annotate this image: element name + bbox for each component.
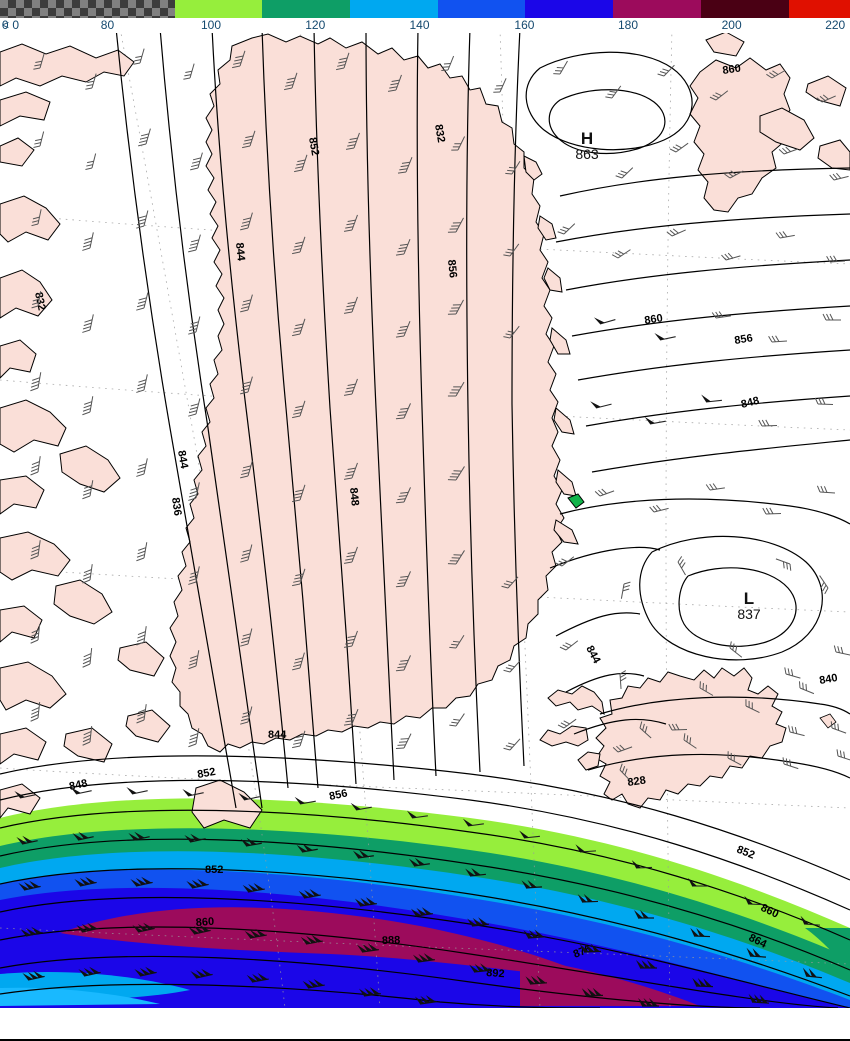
arctic-islands-nw: [0, 43, 135, 87]
map-graphics: 832 832 836 844 844 852 856 848 844 844 …: [0, 28, 850, 1008]
colorbar-bin-0: [0, 0, 175, 18]
wind-speed-colorbar: < 0 0 80 100 120 140 160 180 200 220: [0, 0, 850, 33]
contour-label: 844: [233, 242, 247, 262]
contour-label: 852: [205, 864, 223, 876]
weather-map-canvas[interactable]: 832 832 836 844 844 852 856 848 844 844 …: [0, 28, 850, 1008]
contour-label: 844: [268, 729, 287, 741]
bottom-rule: [0, 1039, 850, 1041]
contour-label: 856: [734, 332, 754, 347]
colorbar-tick-100: 100: [200, 18, 221, 32]
colorbar-tick-200: 200: [721, 18, 742, 32]
contour-label: 860: [195, 916, 214, 929]
colorbar-bin-7: [700, 0, 789, 18]
colorbar-strip: [0, 0, 850, 18]
low-pressure-symbol: L: [743, 589, 755, 608]
contour-label: 860: [644, 312, 664, 327]
colorbar-bin-4: [437, 0, 526, 18]
contour-label: 844: [175, 449, 190, 470]
low-pressure-value: 837: [737, 606, 761, 622]
colorbar-tick-below-min: < 0: [2, 18, 20, 32]
contour-labels: 832 832 836 844 844 852 856 848 844 844 …: [32, 63, 839, 981]
contour-label: 856: [445, 259, 459, 279]
high-pressure-center: H 863: [560, 129, 614, 162]
contour-label: 828: [627, 775, 647, 789]
colorbar-tick-labels: < 0 0 80 100 120 140 160 180 200 220: [0, 18, 850, 33]
contour-label: 840: [818, 672, 838, 687]
contour-label: 860: [722, 63, 742, 77]
contour-label: 832: [432, 123, 447, 143]
contour-label: 892: [486, 967, 505, 980]
colorbar-tick-220: 220: [825, 18, 846, 32]
contour-label: 852: [196, 766, 216, 781]
contour-label: 856: [328, 787, 348, 803]
contour-label: 848: [347, 487, 361, 507]
colorbar-bin-3: [350, 0, 438, 18]
low-pressure-center: L 837: [722, 589, 776, 622]
colorbar-tick-80: 80: [100, 18, 115, 32]
colorbar-bin-2: [262, 0, 351, 18]
high-pressure-value: 863: [575, 146, 599, 162]
landmasses: [0, 31, 850, 829]
colorbar-tick-180: 180: [618, 18, 639, 32]
colorbar-tick-160: 160: [514, 18, 535, 32]
contour-label: 836: [169, 497, 183, 517]
height-contours: [0, 28, 850, 1008]
colorbar-tick-120: 120: [305, 18, 326, 32]
colorbar-bin-1: [174, 0, 263, 18]
colorbar-tick-140: 140: [409, 18, 430, 32]
colorbar-bin-5: [525, 0, 614, 18]
high-pressure-symbol: H: [580, 129, 594, 148]
colorbar-tick-0: 0: [1, 18, 9, 32]
colorbar-bin-8: [788, 0, 850, 18]
contour-label: 888: [382, 934, 401, 947]
contour-label: 852: [306, 136, 321, 156]
contour-label: 848: [740, 395, 761, 411]
colorbar-bin-6: [613, 0, 701, 18]
